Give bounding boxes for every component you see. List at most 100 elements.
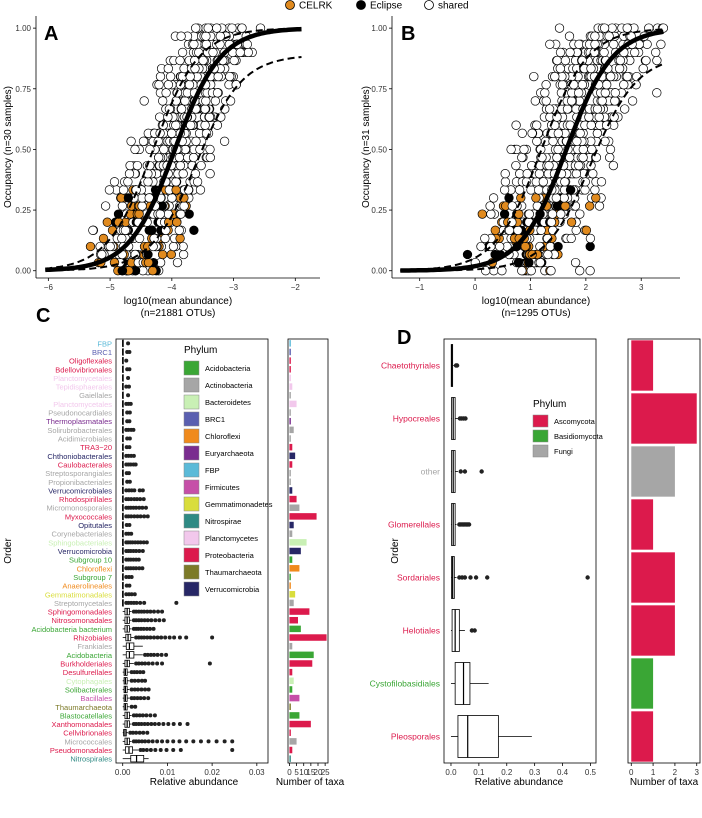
data-point bbox=[225, 71, 235, 82]
data-point bbox=[98, 233, 109, 244]
data-point bbox=[243, 47, 253, 58]
outlier-point bbox=[136, 661, 141, 666]
data-point bbox=[488, 193, 499, 203]
outlier-point bbox=[136, 678, 141, 683]
data-point bbox=[536, 225, 546, 235]
data-point bbox=[584, 112, 594, 122]
legend-swatch bbox=[183, 428, 200, 444]
data-point bbox=[171, 185, 181, 195]
data-point bbox=[126, 136, 136, 146]
y-tick-label: 0.75 bbox=[15, 85, 31, 94]
data-point bbox=[565, 47, 575, 58]
data-point bbox=[553, 128, 563, 138]
outlier-point bbox=[135, 670, 140, 675]
data-point bbox=[519, 144, 529, 155]
y-tick-label: 0.75 bbox=[371, 85, 387, 94]
order-label: Subgroup 10 bbox=[69, 556, 112, 565]
data-point bbox=[204, 112, 215, 122]
data-point bbox=[627, 96, 638, 106]
data-point bbox=[189, 225, 199, 235]
legend-label: Planctomycetes bbox=[205, 534, 258, 543]
outlier-point bbox=[138, 514, 143, 519]
bar-x-tick-label: 20 bbox=[314, 768, 323, 777]
data-point bbox=[155, 209, 165, 219]
data-point bbox=[104, 185, 115, 195]
x-axis-title-a-line2: (n=21881 OTUs) bbox=[141, 308, 216, 319]
data-point bbox=[227, 23, 237, 33]
order-label: Nitrosomonadales bbox=[52, 616, 113, 625]
data-point bbox=[562, 104, 573, 114]
order-label: Burkholderiales bbox=[60, 659, 112, 668]
outlier-point bbox=[142, 609, 147, 614]
data-point bbox=[139, 96, 149, 106]
legend-swatch bbox=[532, 414, 549, 428]
x-tick-label: 0.3 bbox=[529, 768, 541, 777]
data-point bbox=[154, 152, 164, 163]
x-tick-label: −4 bbox=[167, 283, 177, 292]
x-tick-label: −2 bbox=[291, 283, 301, 292]
outlier-point bbox=[139, 722, 144, 727]
outlier-point bbox=[230, 748, 235, 753]
outlier-point bbox=[458, 469, 463, 474]
legend-label: Proteobacteria bbox=[205, 551, 255, 560]
data-point bbox=[597, 96, 607, 106]
data-point bbox=[165, 71, 176, 82]
data-point bbox=[599, 47, 609, 58]
data-point bbox=[532, 136, 542, 146]
legend-swatch bbox=[183, 513, 200, 529]
x-tick-label: 0.4 bbox=[557, 768, 569, 777]
data-point bbox=[577, 80, 588, 90]
outlier-point bbox=[166, 722, 171, 727]
outlier-point bbox=[131, 453, 136, 458]
legend-swatch bbox=[183, 360, 200, 376]
count-bar bbox=[289, 539, 307, 546]
outlier-point bbox=[134, 566, 139, 571]
outlier-point bbox=[148, 748, 153, 753]
data-point bbox=[630, 47, 640, 58]
count-bar bbox=[289, 530, 293, 537]
order-label: Solibacterales bbox=[65, 685, 112, 694]
outlier-point bbox=[153, 618, 158, 623]
outlier-point bbox=[207, 661, 212, 666]
data-point bbox=[605, 152, 615, 163]
data-point bbox=[178, 169, 188, 179]
outlier-point bbox=[140, 488, 145, 493]
outlier-point bbox=[144, 540, 149, 545]
order-label: Streptomycetales bbox=[54, 599, 112, 608]
data-point bbox=[486, 209, 496, 219]
data-point bbox=[553, 241, 563, 252]
order-label: Gemmatimonadales bbox=[45, 590, 112, 599]
order-label: Hypocreales bbox=[393, 414, 440, 424]
order-label: Bacillales bbox=[80, 694, 112, 703]
data-point bbox=[526, 185, 536, 195]
outlier-point bbox=[230, 739, 235, 744]
bar-frame-c bbox=[287, 338, 329, 764]
data-point bbox=[504, 225, 515, 235]
outlier-point bbox=[127, 523, 132, 528]
data-point bbox=[552, 112, 562, 122]
outlier-point bbox=[124, 358, 129, 363]
count-bar bbox=[289, 366, 291, 373]
bar-x-tick-label: 1 bbox=[651, 768, 656, 777]
outlier-point bbox=[127, 419, 132, 424]
data-point bbox=[605, 144, 616, 155]
outlier-point bbox=[138, 696, 143, 701]
count-bar bbox=[289, 443, 293, 451]
outlier-point bbox=[137, 505, 142, 510]
data-point bbox=[132, 160, 143, 171]
order-label: other bbox=[421, 467, 441, 477]
scatter-points-b bbox=[462, 23, 669, 276]
data-point bbox=[177, 47, 188, 58]
y-tick-label: 0.25 bbox=[15, 206, 31, 215]
data-point bbox=[566, 96, 577, 106]
outlier-point bbox=[155, 739, 160, 744]
y-tick-label: 0.00 bbox=[15, 267, 31, 276]
count-bar bbox=[289, 651, 314, 659]
outlier-point bbox=[149, 722, 154, 727]
bar-x-tick-label: 3 bbox=[695, 768, 700, 777]
outlier-point bbox=[143, 687, 148, 692]
outlier-point bbox=[129, 574, 134, 579]
data-point bbox=[178, 249, 189, 260]
outlier-point bbox=[133, 462, 138, 467]
data-point bbox=[590, 31, 600, 41]
